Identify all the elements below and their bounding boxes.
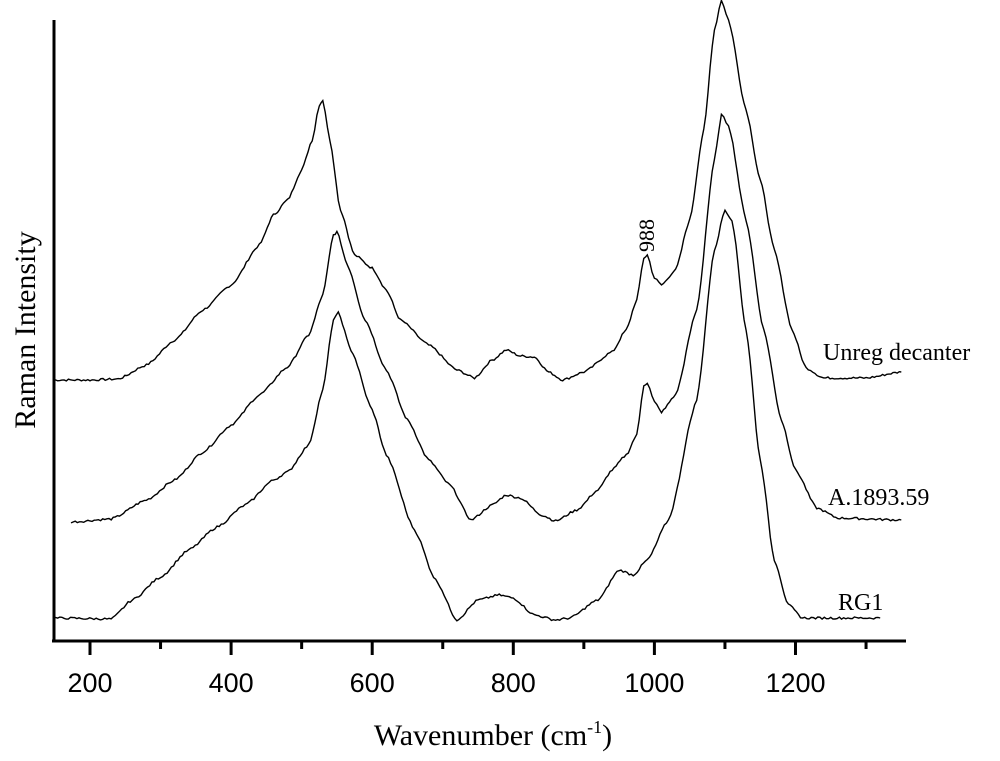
spectrum-line-a-1893-59	[70, 112, 902, 524]
x-tick-label: 1200	[765, 668, 825, 698]
y-axis-title: Raman Intensity	[9, 231, 42, 428]
x-axis-ticks: 200 400 600 800 1000 1200	[67, 641, 868, 698]
x-axis-title-main: Wavenumber (cm	[374, 719, 587, 752]
spectrum-line-rg1	[52, 208, 881, 622]
x-tick-label: 800	[491, 668, 536, 698]
spectra-traces	[52, 0, 902, 622]
x-tick-label: 200	[67, 668, 112, 698]
series-label-a1893-59: A.1893.59	[828, 485, 929, 511]
series-label-rg1: RG1	[838, 590, 883, 616]
x-tick-label: 400	[209, 668, 254, 698]
x-axis-title-superscript: -1	[587, 717, 602, 737]
spectrum-line-unreg-decanter	[53, 0, 902, 382]
x-axis-title: Wavenumber (cm-1)	[374, 717, 612, 752]
peak-label-988: 988	[634, 219, 659, 252]
x-tick-label: 1000	[624, 668, 684, 698]
series-label-unreg-decanter: Unreg decanter	[823, 340, 970, 366]
x-axis-title-close: )	[602, 719, 612, 752]
x-tick-label: 600	[350, 668, 395, 698]
